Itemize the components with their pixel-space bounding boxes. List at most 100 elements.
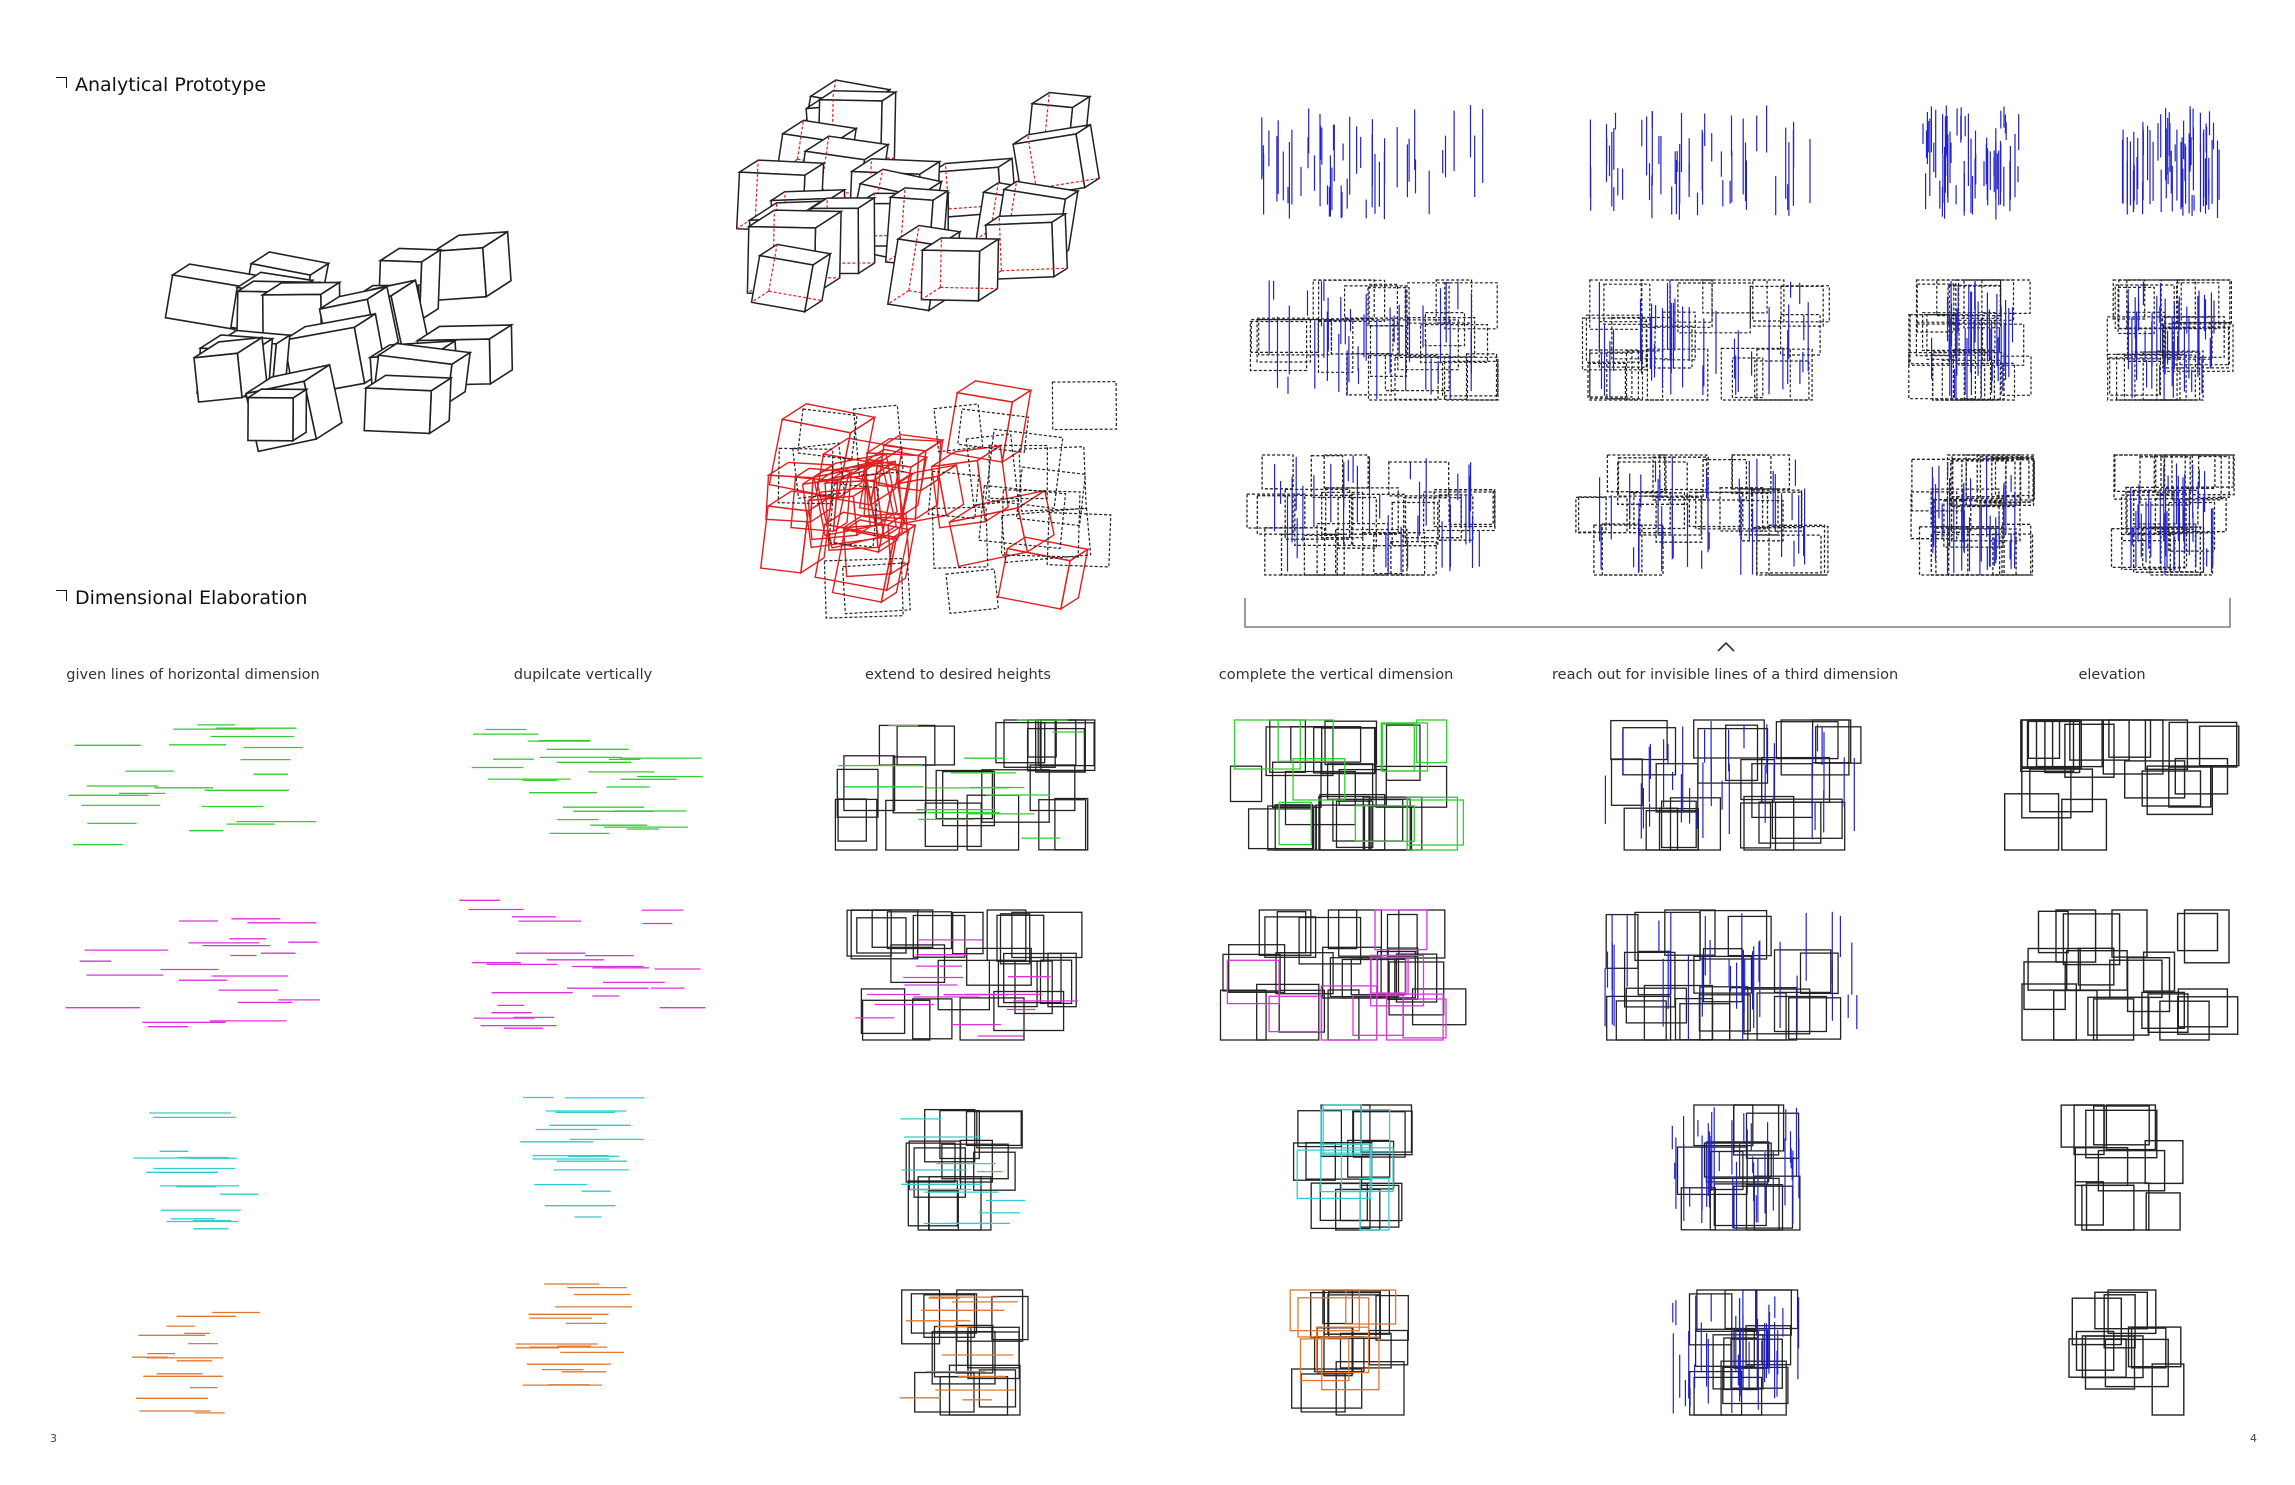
box-face: [881, 433, 945, 452]
elevation-box: [2020, 719, 2075, 772]
elevation-box: [2074, 1181, 2104, 1226]
elevation-box: [1325, 487, 1399, 535]
elevation-box: [1994, 457, 2035, 497]
dashed-frame: [1051, 381, 1118, 431]
elevation-box: [901, 1289, 941, 1345]
elevation-box: [1698, 994, 1751, 1032]
red-wireframe-cluster: [759, 380, 1118, 619]
step-3-boxes: [834, 719, 1096, 851]
step-caption-5: reach out for invisible lines of a third…: [1552, 667, 1899, 683]
elevation-box: [1359, 1177, 1390, 1231]
dashed-frame: [965, 433, 1019, 507]
elevation-box: [860, 988, 906, 1035]
blue-vertical-lines: [1922, 105, 2020, 220]
elevation-box: [1297, 1110, 1343, 1148]
elevation-box: [907, 1180, 959, 1227]
elevation-box: [1422, 491, 1496, 532]
elevation-box: [834, 798, 878, 851]
elevation-box: [2104, 1338, 2169, 1388]
elevation-box: [1930, 488, 2000, 528]
elevation-box: [1317, 279, 1386, 322]
blue-vertical-lines: [1598, 456, 1806, 575]
elevation-box: [1039, 959, 1073, 1005]
step-3-boxes: [901, 1289, 1029, 1416]
box-face: [857, 196, 876, 275]
elevation-box: [1352, 1110, 1413, 1156]
elevation-box: [1277, 719, 1334, 762]
iso-box: [919, 237, 1001, 303]
elevation-box: [1623, 807, 1679, 851]
elevation-box: [1362, 532, 1426, 576]
elevation-box: [1780, 285, 1830, 323]
elevation-box: [965, 1110, 1022, 1147]
elevation-box: [837, 798, 867, 842]
elevation-box: [2130, 1327, 2167, 1369]
elevation-box: [2094, 1291, 2148, 1330]
elevation-box: [896, 725, 956, 766]
step-caption-2: dupilcate vertically: [513, 667, 653, 683]
box-face: [164, 274, 243, 331]
elevation-box: [928, 1176, 982, 1231]
iso-box: [863, 437, 943, 521]
box-face: [1059, 547, 1089, 611]
elevation-box: [1335, 528, 1408, 576]
elevation-box: [1321, 727, 1376, 775]
dimensional-elaboration-heading: Dimensional Elaboration: [56, 587, 307, 609]
elevation-box: [1370, 805, 1413, 851]
elevation-box: [1347, 1139, 1391, 1178]
step-2-lines: [515, 1283, 633, 1386]
dashed-frame: [1015, 466, 1087, 527]
elevation-box: [1292, 1142, 1336, 1181]
elevation-box: [1054, 797, 1089, 851]
elevation-box: [2127, 1326, 2182, 1368]
elevation-box: [1271, 761, 1322, 809]
iso-box: [432, 230, 512, 302]
hidden-edge: [768, 244, 778, 292]
elevation-box: [1733, 1104, 1785, 1152]
elevation-box: [931, 1330, 996, 1385]
blue-vertical-lines: [1931, 455, 2016, 575]
dashed-frame: [978, 484, 1067, 550]
elevation-box: [1697, 727, 1769, 784]
step-row-green: [68, 719, 2240, 851]
hidden-edge: [940, 286, 998, 290]
elevation-box: [1733, 1185, 1794, 1229]
elevation-box: [1339, 1332, 1392, 1369]
elevation-box: [1756, 525, 1829, 576]
elevation-box: [1368, 1329, 1409, 1366]
elevation-box: [1250, 318, 1319, 354]
elevation-box: [1264, 916, 1317, 958]
elaboration-steps: [65, 719, 2240, 1416]
elevation-box: [2149, 526, 2201, 576]
elevation-box: [1438, 494, 1474, 541]
elevation-box: [1268, 995, 1323, 1033]
elevation-box: [2156, 350, 2204, 401]
elevation-box: [1709, 1177, 1780, 1231]
elevation-box: [1965, 459, 2035, 501]
elevation-box: [1702, 458, 1748, 501]
elevation-box: [1386, 913, 1418, 957]
elevation-box: [1424, 312, 1466, 347]
box-face: [193, 352, 243, 403]
elevation-box: [2174, 757, 2229, 795]
elevation-box: [2026, 720, 2082, 769]
iso-box: [997, 536, 1090, 611]
elevation-box: [1402, 998, 1447, 1039]
hidden-edge: [796, 120, 804, 160]
elevation-box: [991, 1295, 1029, 1341]
elevation-box: [856, 917, 907, 954]
elevation-box: [1038, 799, 1087, 851]
elevation-box: [1731, 454, 1772, 495]
elevation-box: [1610, 758, 1643, 806]
elevation-box: [2162, 327, 2230, 369]
elevation-box: [1606, 995, 1672, 1041]
elevation-box: [1291, 1368, 1363, 1409]
elevation-box: [1419, 324, 1489, 363]
caret-up-icon: [1717, 641, 1735, 652]
elevation-box: [836, 768, 879, 818]
dashed-frame: [931, 506, 989, 569]
elevation-box: [1946, 454, 2021, 506]
elevation-box: [1403, 497, 1462, 539]
bracket-line: [1244, 598, 2231, 628]
dashed-boxes: [1910, 454, 2035, 576]
